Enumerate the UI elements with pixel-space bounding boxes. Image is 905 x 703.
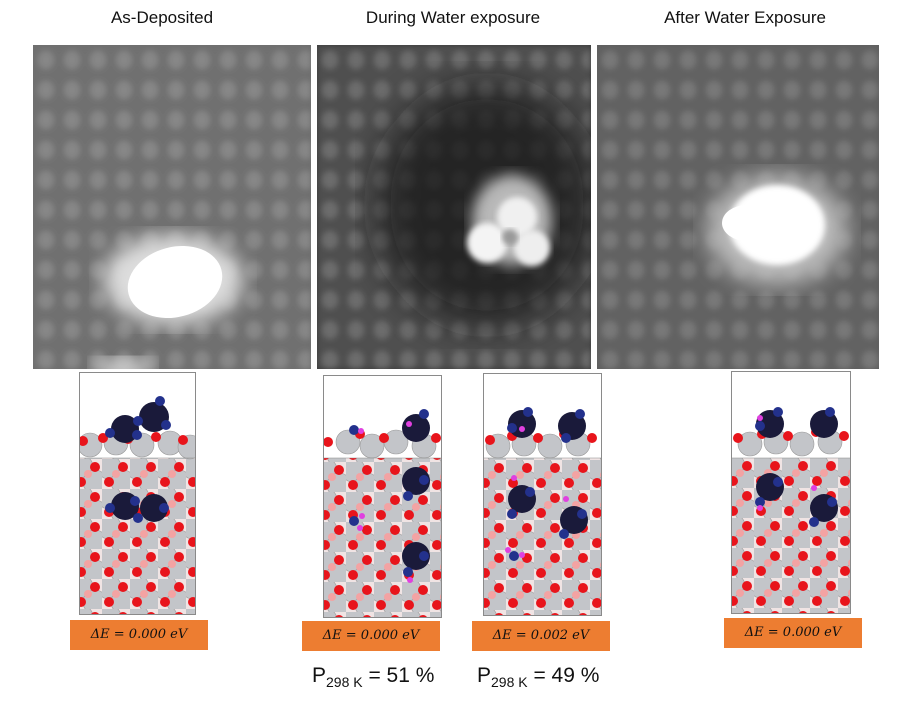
panel-title-during-water: During Water exposure: [365, 8, 541, 27]
structure-model-after-water: [731, 371, 851, 614]
energy-label-after-water: ΔE = 0.000 eV: [724, 618, 862, 648]
panel-title-after-water: After Water Exposure: [664, 8, 826, 27]
energy-label-during-2: ΔE = 0.002 eV: [472, 621, 610, 651]
structure-model-during-1: [323, 375, 442, 618]
probability-during-1: P298 K = 51 %: [312, 664, 435, 691]
stm-image-during-water: [317, 45, 591, 369]
stm-image-as-deposited: [33, 45, 311, 369]
energy-label-during-1: ΔE = 0.000 eV: [302, 621, 440, 651]
structure-model-as-deposited: [79, 372, 196, 615]
stm-image-after-water: [597, 45, 879, 369]
energy-label-as-deposited: ΔE = 0.000 eV: [70, 620, 208, 650]
structure-model-during-2: [483, 373, 602, 616]
probability-during-2: P298 K = 49 %: [477, 664, 600, 691]
panel-title-as-deposited: As-Deposited: [110, 8, 214, 27]
